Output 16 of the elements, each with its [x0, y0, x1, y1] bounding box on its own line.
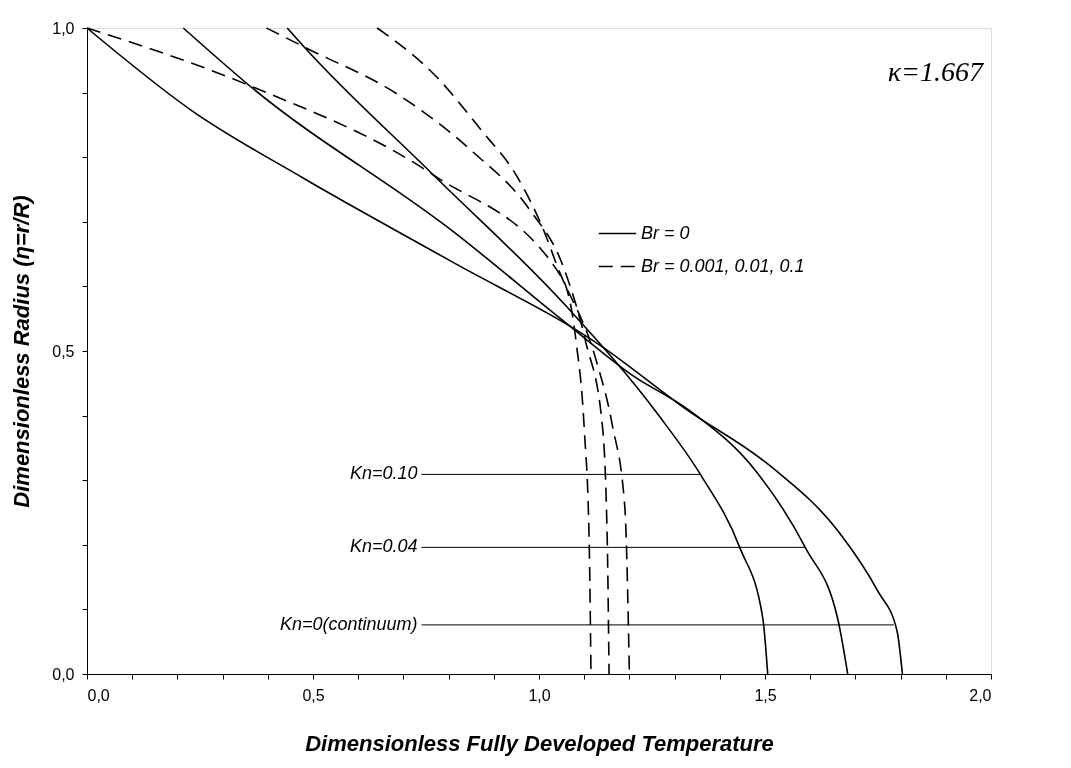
y-tick-label: 1,0	[52, 19, 75, 37]
legend-label: Br = 0.001, 0.01, 0.1	[641, 255, 805, 276]
x-tick-label: 0,5	[302, 686, 325, 704]
legend-label: Br = 0	[641, 222, 690, 243]
y-tick-label: 0,5	[52, 342, 75, 360]
x-tick-label: 1,5	[754, 686, 777, 704]
y-tick-label: 0,0	[52, 665, 75, 683]
annotation: κ=1.667	[887, 56, 984, 87]
x-tick-label: 2,0	[969, 686, 992, 704]
x-tick-label: 1,0	[528, 686, 551, 704]
x-tick-label: 0,0	[87, 686, 110, 704]
annotation: Kn=0.10	[349, 463, 418, 484]
x-axis-title: Dimensionless Fully Developed Temperature	[305, 730, 774, 756]
annotation: Kn=0.04	[349, 536, 418, 557]
y-axis-title: Dimensionless Radius (η=r/R)	[9, 195, 35, 508]
annotation: Kn=0(continuum)	[279, 613, 418, 634]
